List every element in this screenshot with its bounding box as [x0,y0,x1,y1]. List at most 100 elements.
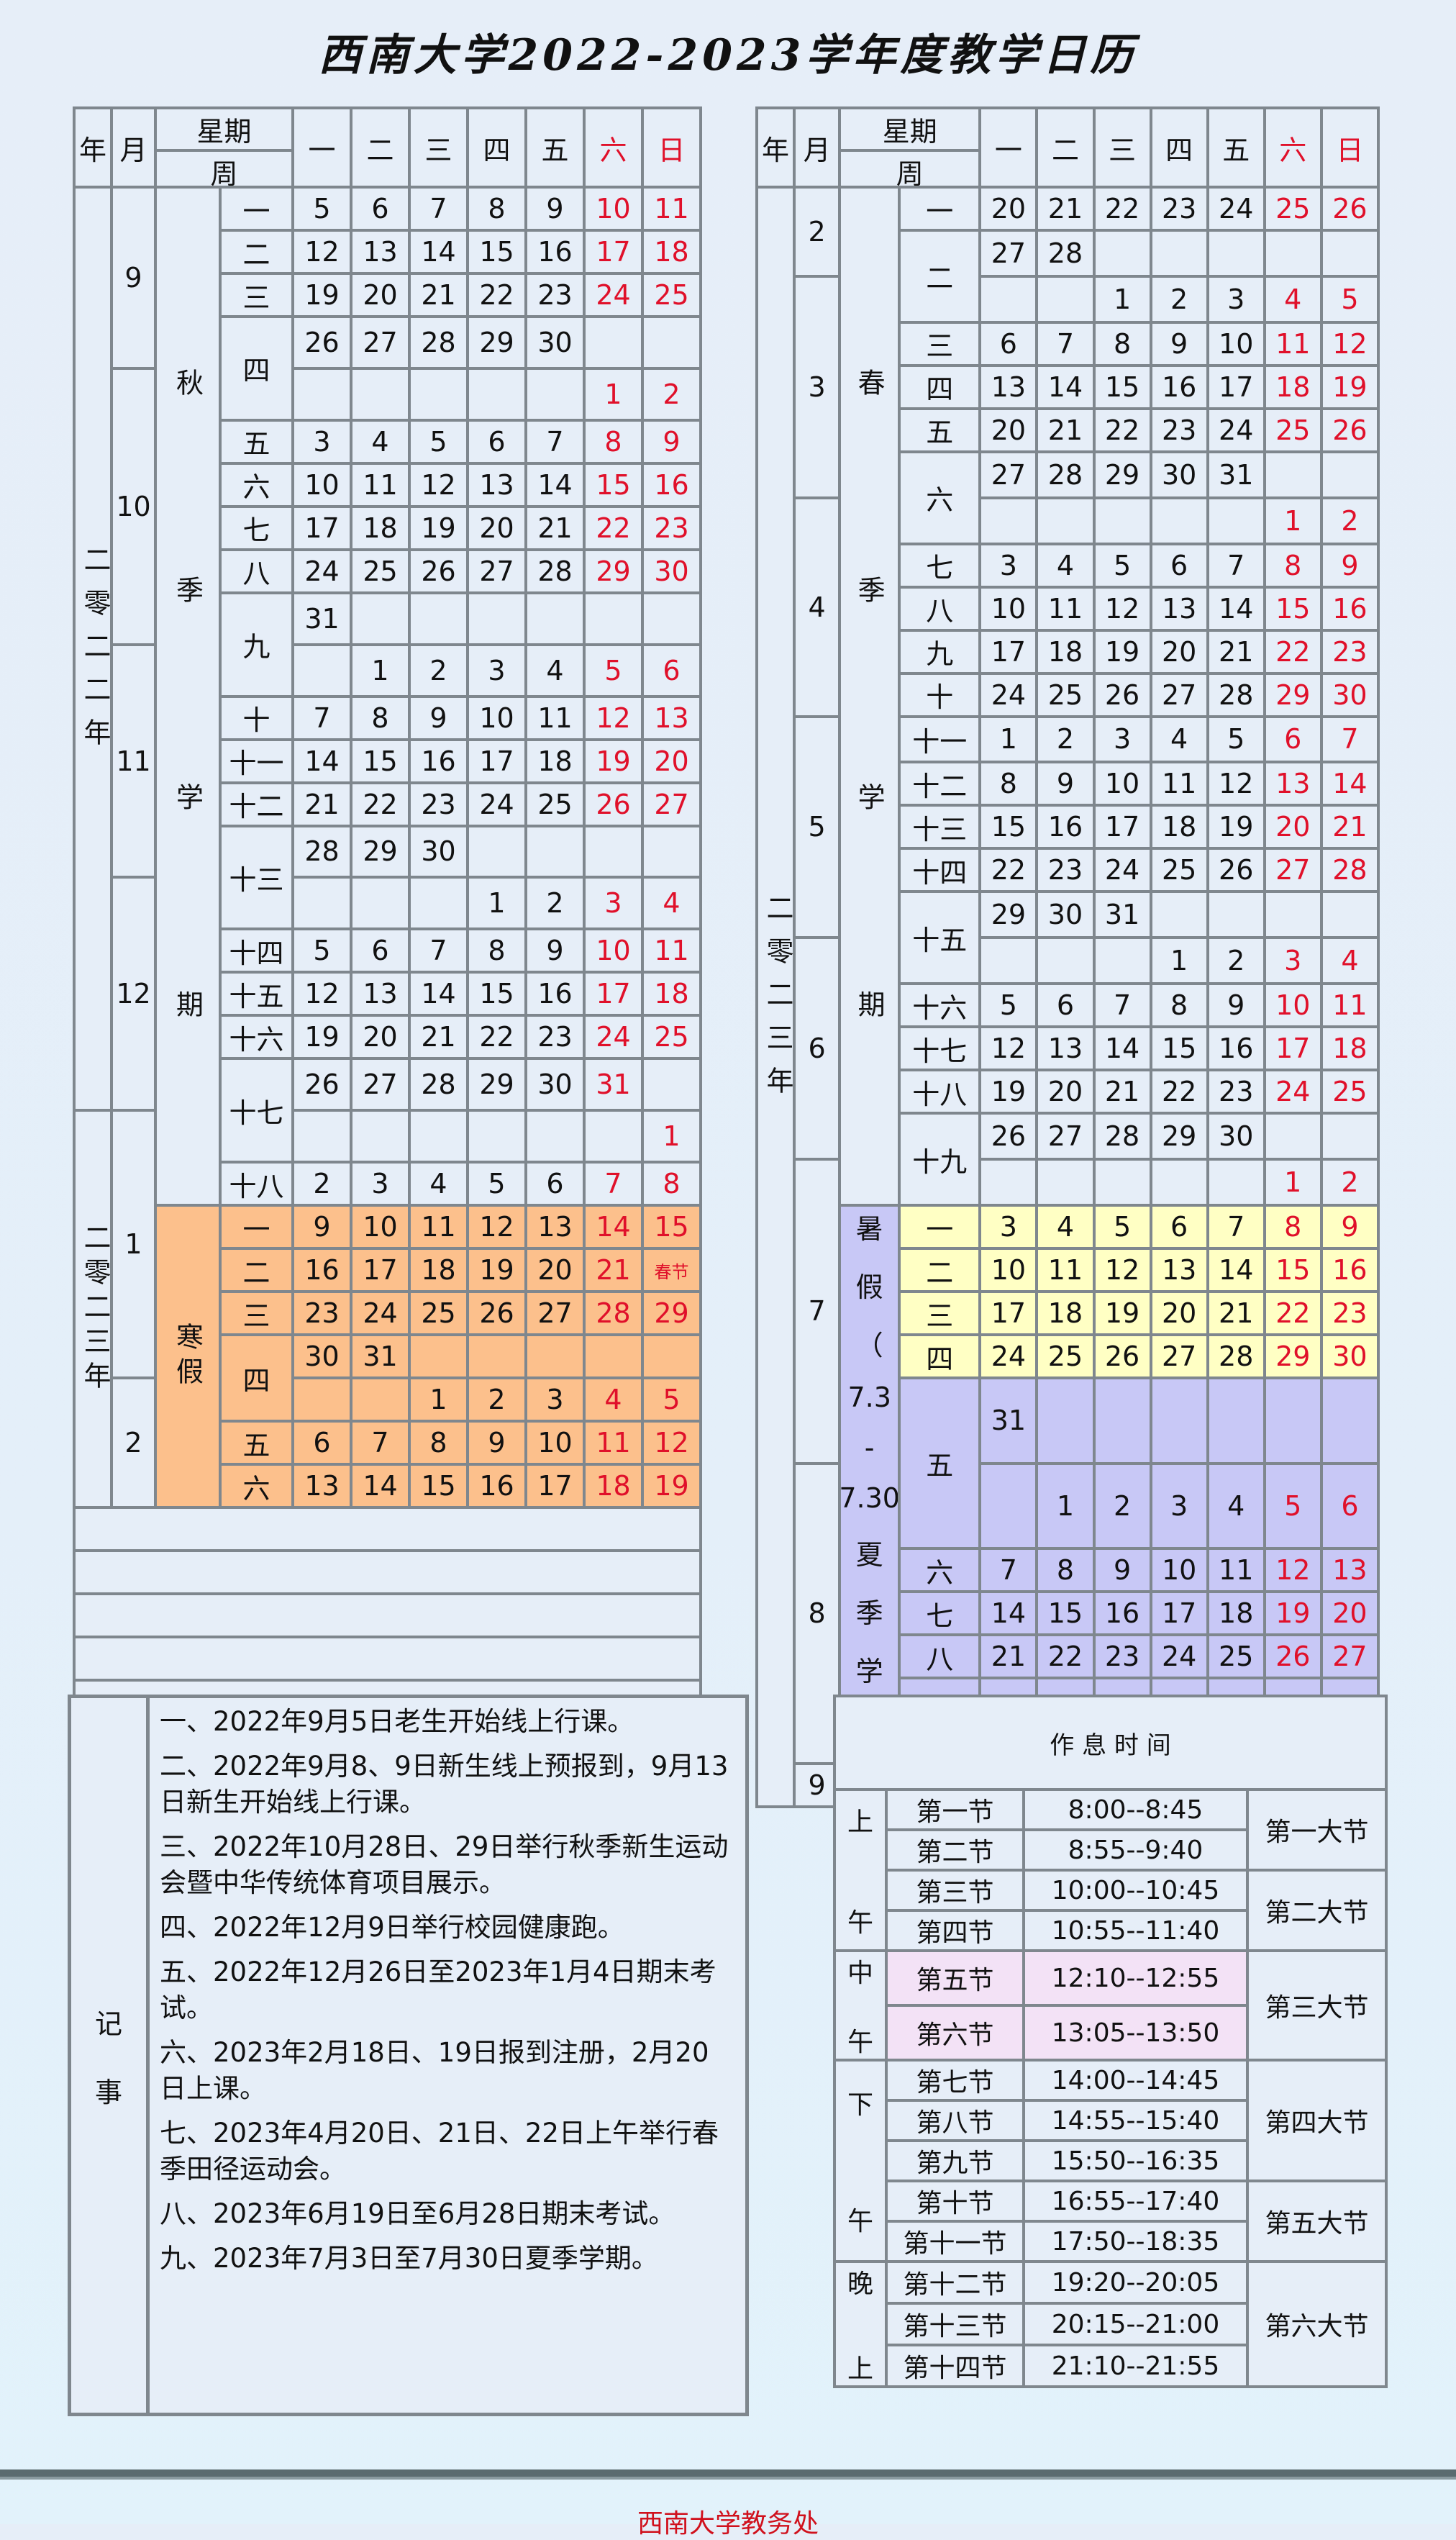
day-cell: 6 [1149,542,1209,589]
day-cell [1206,1158,1266,1207]
day-cell: 19 [641,1463,703,1509]
day-cell: 26 [1092,1333,1152,1379]
session-cell: 晚上 [833,2260,888,2388]
day-cell [408,366,470,422]
day-cell: 25 [641,1014,703,1061]
day-cell: 26 [1206,847,1266,894]
day-cell: 24 [1149,1633,1209,1680]
day-cell: 26 [408,548,470,594]
day-cell: 21 [1206,628,1266,675]
day-cell: 27 [1262,847,1323,894]
week-cell: 一 [218,186,295,232]
day-cell: 22 [978,847,1039,894]
calendar-row: 十 7 8 9 10 11 12 13 [74,694,703,741]
day-cell: 24 [291,548,353,594]
day-cell: 29 [583,548,645,594]
day-cell: 10 [583,186,645,232]
day-cell: 29 [1262,1333,1323,1379]
calendar-row: 十六 5 6 7 8 9 10 11 [757,982,1380,1029]
day-cell [350,366,411,422]
day-cell: 20 [978,186,1039,232]
calendar-row: 九 31 [74,591,703,698]
calendar-row: 三 17 18 19 20 21 22 23 [757,1290,1380,1336]
big-period-cell: 第二大节 [1246,1869,1388,1952]
day-cell: 29 [1262,671,1323,718]
day-cell: 2 [524,876,586,931]
day-cell: 2 [1319,1158,1380,1207]
day-cell: 12 [466,1204,528,1250]
blank-cell [72,1592,703,1638]
period-row: 第六节 13:05--13:50 [834,2004,1386,2062]
day-cell: 27 [350,1057,411,1112]
period-time: 21:10--21:55 [1022,2344,1249,2388]
day-cell: 27 [524,1290,586,1336]
day-cell [1262,1376,1323,1465]
day-cell: 17 [524,1463,586,1509]
notes-label-char: 记 [94,2008,122,2040]
day-cell: 8 [978,761,1039,807]
header-row: 年月星期周一二三四五六日 [755,106,1380,189]
week-cell: 三 [898,320,982,367]
day-cell: 30 [1206,1112,1266,1161]
day-cell [466,366,528,422]
calendar-row: 12 1 2 3 4 [74,876,703,1112]
calendar-row: 11 1 2 3 4 5 6 [74,643,703,879]
day-cell: 22 [1149,1069,1209,1115]
week-cell: 二 [898,1247,982,1293]
day-cell [1092,1158,1152,1207]
day-cell [1149,890,1209,940]
note-item: 六、2023年2月18日、19日报到注册，2月20日上课。 [160,2037,709,2104]
day-cell: 9 [408,694,470,741]
day-cell [583,1333,645,1379]
day-header: 三 [408,106,470,189]
term-label: 寒假 [171,1322,204,1392]
notes-label-char: 事 [94,2076,122,2108]
day-cell [583,824,645,879]
note-item: 七、2023年4月20日、21日、22日上午举行春季田径运动会。 [160,2118,719,2185]
day-cell: 7 [291,694,353,741]
day-cell: 7 [978,1547,1039,1594]
day-cell: 6 [1319,1461,1380,1551]
day-cell: 12 [583,694,645,741]
day-cell: 31 [350,1333,411,1379]
week-cell: 十五 [898,890,982,986]
day-cell [291,876,353,931]
day-cell: 30 [408,824,470,879]
day-cell: 21 [408,272,470,318]
day-cell: 16 [1319,585,1380,632]
calendar-row: 六 10 11 12 13 14 15 16 [74,461,703,508]
day-cell [583,591,645,646]
day-cell: 17 [466,738,528,784]
calendar-row: 二 27 28 [757,229,1380,324]
period-time: 14:55--15:40 [1022,2099,1249,2142]
week-cell: 四 [218,315,295,422]
period-row: 第十四节 21:10--21:55 [834,2344,1386,2388]
big-period-cell: 第六大节 [1246,2260,1388,2388]
period-row: 第十一节 17:50--18:35 [834,2220,1386,2263]
day-cell: 31 [1092,890,1152,940]
blank-row [72,1549,703,1595]
day-cell: 19 [1319,363,1380,410]
calendar-row: 十三 28 29 30 [74,824,703,931]
day-cell: 25 [1206,1633,1266,1680]
day-cell: 21 [978,1633,1039,1680]
day-cell: 17 [978,1290,1039,1336]
day-cell [1319,890,1380,940]
day-cell: 1 [1262,496,1323,545]
blank-cell [72,1549,703,1595]
session-label-text: 晚上 [836,2263,885,2385]
day-cell: 18 [524,738,586,784]
day-cell: 13 [524,1204,586,1250]
day-cell: 11 [408,1204,470,1250]
day-cell [1206,496,1266,545]
day-cell: 6 [1149,1204,1209,1250]
day-cell: 17 [583,229,645,275]
day-cell: 25 [1149,847,1209,894]
weekday-label: 星期 [158,111,291,152]
day-cell [641,1333,703,1379]
calendar-row: 四 26 27 28 29 30 [74,315,703,422]
week-cell: 四 [898,363,982,410]
month-cell: 2 [110,1376,157,1509]
day-cell: 30 [291,1333,353,1379]
